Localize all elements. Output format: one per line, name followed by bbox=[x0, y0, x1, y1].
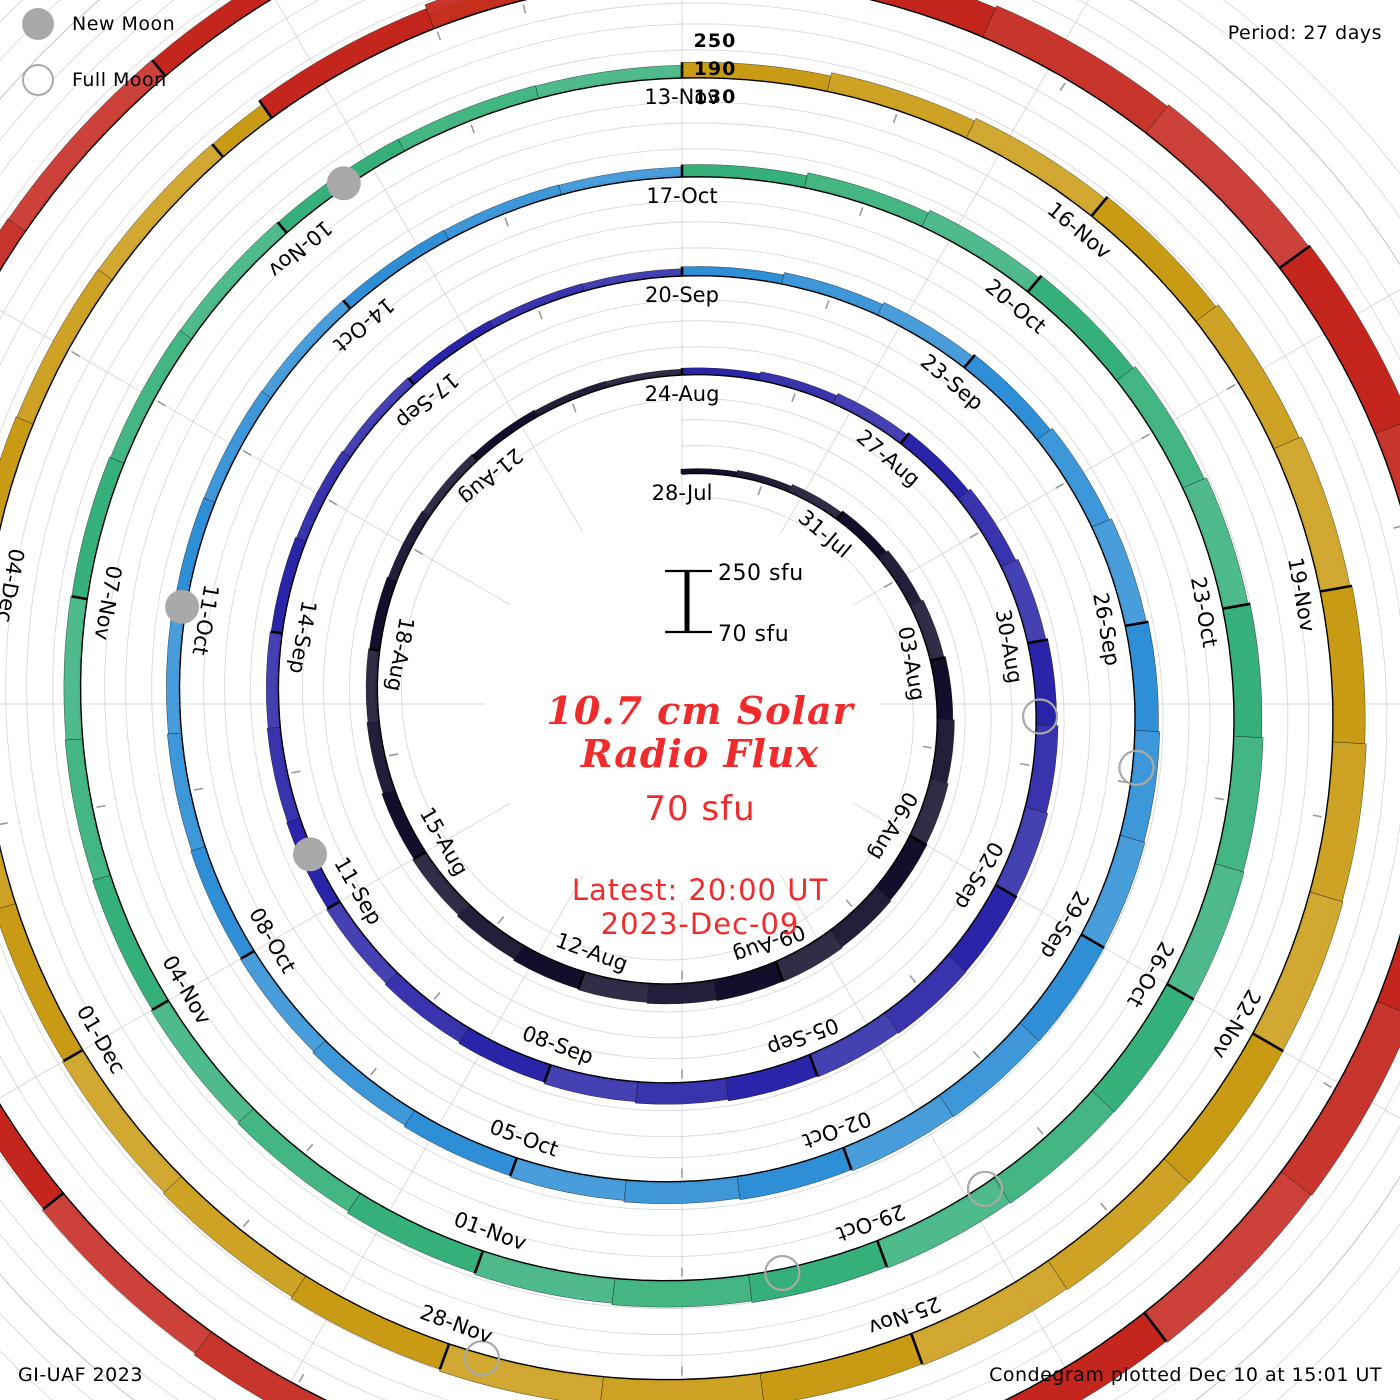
full-moon-marker bbox=[764, 1254, 801, 1292]
credit-label: GI-UAF 2023 bbox=[18, 1364, 143, 1386]
new-moon-marker bbox=[293, 837, 328, 872]
date-label: 04-Dec bbox=[0, 547, 29, 625]
full-moon-marker bbox=[966, 1170, 1004, 1207]
scalebar-bottom-label: 70 sfu bbox=[718, 622, 790, 647]
date-label: 23-Oct bbox=[1186, 575, 1222, 649]
date-label: 17-Oct bbox=[646, 184, 717, 208]
legend-full-moon-label: Full Moon bbox=[72, 69, 167, 91]
scale-bar bbox=[665, 569, 712, 634]
full-moon-marker bbox=[1021, 698, 1059, 735]
radial-tick-250: 250 bbox=[693, 30, 737, 52]
plotted-label: Condegram plotted Dec 10 at 15:01 UT bbox=[989, 1364, 1382, 1386]
current-value: 70 sfu bbox=[644, 789, 756, 830]
date-label: 14-Sep bbox=[285, 599, 321, 676]
filled-circle-icon bbox=[22, 8, 54, 40]
new-moon-marker bbox=[165, 589, 200, 624]
full-moon-marker bbox=[1118, 749, 1155, 786]
full-moon-marker bbox=[463, 1340, 501, 1377]
legend-new-moon-label: New Moon bbox=[72, 13, 176, 35]
chart-title-line1: 10.7 cm Solar bbox=[546, 688, 854, 733]
new-moon-marker bbox=[326, 166, 361, 201]
date-label: 07-Nov bbox=[90, 564, 127, 642]
center-readout: 10.7 cm Solar Radio Flux 70 sfu Latest: … bbox=[350, 688, 1050, 942]
period-label: Period: 27 days bbox=[1227, 22, 1382, 44]
radial-tick-130: 130 bbox=[693, 86, 737, 108]
date-label: 20-Sep bbox=[645, 283, 719, 307]
radial-tick-190: 190 bbox=[693, 58, 737, 80]
date-label: 24-Aug bbox=[645, 382, 720, 406]
legend-full-moon: Full Moon bbox=[22, 64, 167, 96]
chart-title-line2: Radio Flux bbox=[580, 730, 820, 776]
open-circle-icon bbox=[22, 64, 54, 96]
latest-time: Latest: 20:00 UT bbox=[571, 873, 829, 908]
date-label: 14-Oct bbox=[329, 293, 399, 357]
date-label: 17-Sep bbox=[391, 368, 463, 434]
moon-marker-layer bbox=[165, 166, 1155, 1377]
date-label: 28-Jul bbox=[652, 481, 713, 505]
legend-new-moon: New Moon bbox=[22, 8, 175, 40]
date-label: 21-Aug bbox=[455, 443, 528, 509]
scalebar-top-label: 250 sfu bbox=[718, 561, 804, 586]
latest-date: 2023-Dec-09 bbox=[600, 907, 800, 942]
date-label: 13-Nov bbox=[644, 85, 719, 109]
date-label: 18-Aug bbox=[382, 615, 419, 693]
